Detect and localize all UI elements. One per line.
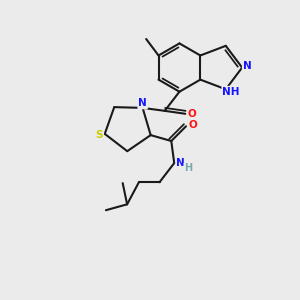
Text: N: N — [243, 61, 251, 71]
Text: S: S — [96, 130, 103, 140]
Text: O: O — [188, 109, 196, 119]
Text: NH: NH — [222, 87, 240, 97]
Text: H: H — [184, 164, 192, 173]
Text: O: O — [188, 120, 197, 130]
Text: N: N — [138, 98, 147, 109]
Text: N: N — [176, 158, 185, 168]
